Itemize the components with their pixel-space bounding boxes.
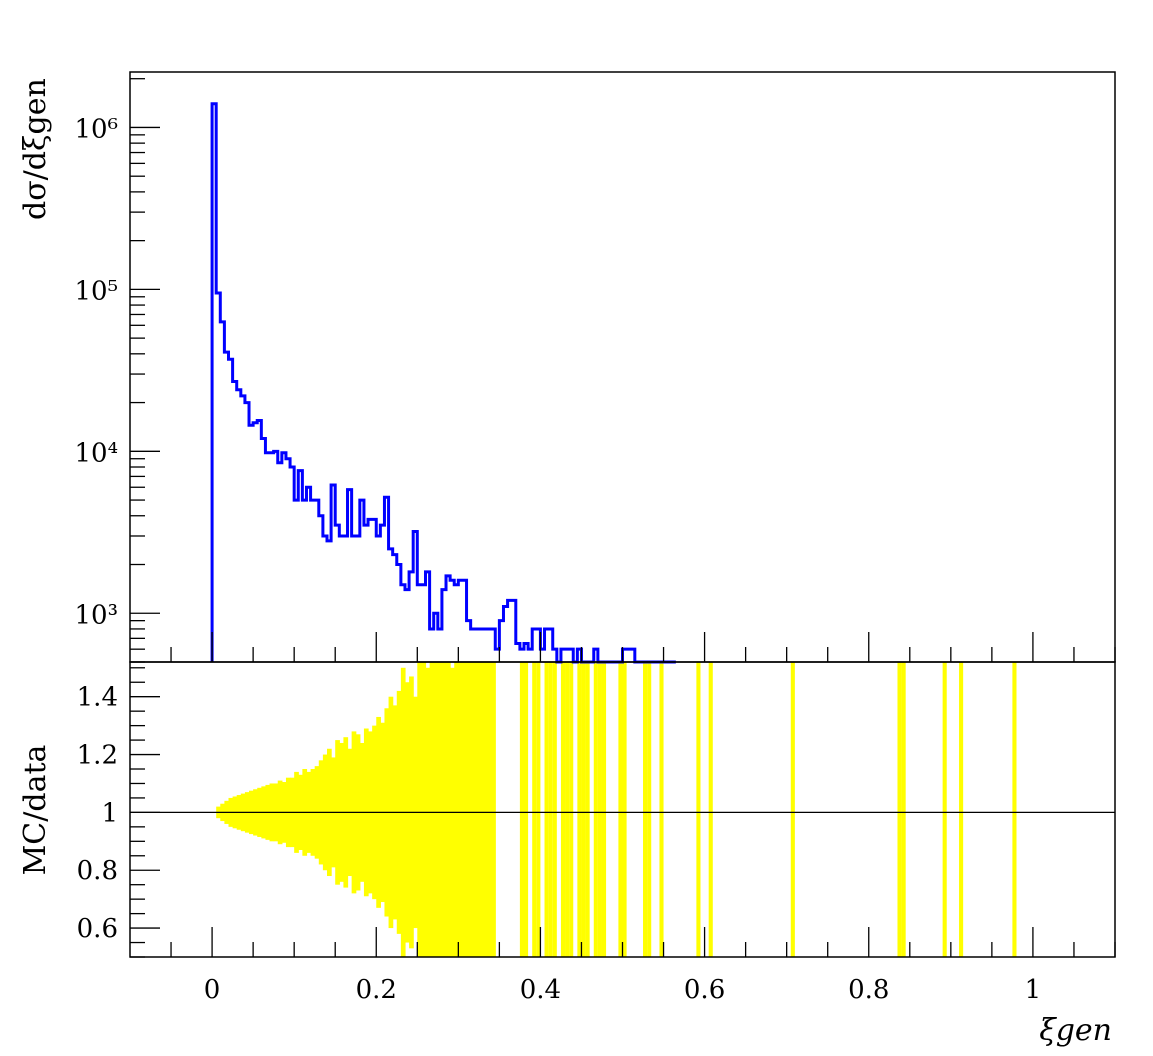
- x-tick-label: 0.4: [520, 975, 561, 1005]
- ratio-band-bin: [597, 662, 602, 957]
- ratio-band-bin: [1012, 662, 1017, 957]
- ratio-band-bin: [552, 662, 557, 957]
- ratio-y-tick-label: 1.2: [77, 741, 118, 771]
- ratio-band-bin: [565, 662, 570, 957]
- ratio-band-bin: [577, 662, 582, 957]
- main-y-tick-label: 10³: [74, 600, 118, 630]
- ratio-y-tick-label: 1.4: [77, 683, 118, 713]
- main-y-tick-label: 10⁶: [74, 114, 118, 144]
- ratio-ylabel: MC/data: [18, 744, 53, 875]
- main-frame: [129, 71, 1116, 663]
- ratio-band-bin: [659, 662, 664, 957]
- ratio-band-bin: [581, 662, 586, 957]
- ratio-band-bin: [593, 662, 598, 957]
- ratio-band-bin: [708, 662, 713, 957]
- ratio-band-bin: [643, 662, 648, 957]
- ratio-band-bin: [474, 662, 480, 957]
- ratio-band-bin: [466, 662, 472, 957]
- x-tick-label: 0.6: [684, 975, 725, 1005]
- ratio-band-bin: [601, 662, 607, 957]
- ratio-band-bin: [696, 662, 701, 957]
- x-tick-label: 0.8: [848, 975, 889, 1005]
- xlabel: ξgen: [1039, 1013, 1112, 1048]
- ratio-band-bin: [569, 662, 574, 957]
- tick-labels: 0 0.2 0.4 0.6 0.8 1 10³ 10⁴ 10⁵ 10⁶ 0.6 0.8 1 1.2 1.4: [74, 114, 1041, 1005]
- ratio-y-tick-label: 0.8: [77, 856, 118, 886]
- main-histogram: [210, 102, 676, 664]
- ratio-band-bin: [901, 662, 906, 957]
- ratio-band-bin: [942, 662, 947, 957]
- ratio-band-bin: [470, 662, 476, 957]
- ratio-band-bin: [897, 662, 902, 957]
- ratio-band-bin: [462, 662, 468, 957]
- ratio-y-tick-label: 1: [101, 798, 118, 828]
- ratio-band-bin: [959, 662, 964, 957]
- ratio-band-bin: [790, 662, 795, 957]
- ratio-band-bin: [458, 662, 464, 957]
- ratio-band: [130, 662, 1115, 957]
- ratio-band-bin: [519, 662, 524, 957]
- ratio-band-bin: [454, 662, 459, 957]
- ticks: [130, 78, 1116, 958]
- ratio-band-bin: [491, 662, 496, 957]
- ratio-band-bin: [544, 662, 549, 957]
- ratio-band-bin: [532, 662, 537, 957]
- ratio-band-bin: [585, 662, 590, 957]
- ratio-band-bin: [421, 662, 427, 957]
- ratio-band-bin: [441, 662, 447, 957]
- ratio-band-bin: [560, 662, 566, 957]
- ratio-band-bin: [482, 662, 488, 957]
- ratio-band-bin: [548, 662, 553, 957]
- x-tick-label: 0: [204, 975, 221, 1005]
- ratio-band-bin: [622, 662, 627, 957]
- ratio-band-bin: [446, 662, 451, 957]
- main-y-tick-label: 10⁴: [74, 438, 118, 468]
- ratio-band-bin: [478, 662, 484, 957]
- main-histogram-line: [210, 102, 676, 664]
- ratio-band-bin: [417, 662, 422, 957]
- ratio-band-bin: [618, 662, 623, 957]
- x-tick-label: 1: [1025, 975, 1042, 1005]
- main-y-tick-label: 10⁵: [74, 276, 118, 306]
- ratio-band-bin: [536, 662, 541, 957]
- ratio-band-bin: [524, 662, 529, 957]
- ratio-band-bin: [429, 662, 435, 957]
- ratio-band-bin: [437, 662, 443, 957]
- x-tick-label: 0.2: [356, 975, 397, 1005]
- ratio-band-bin: [647, 662, 652, 957]
- ratio-y-tick-label: 0.6: [77, 914, 118, 944]
- ratio-band-bin: [433, 662, 439, 957]
- ratio-band-bin: [487, 662, 492, 957]
- main-ylabel: dσ/dξgen: [18, 78, 53, 220]
